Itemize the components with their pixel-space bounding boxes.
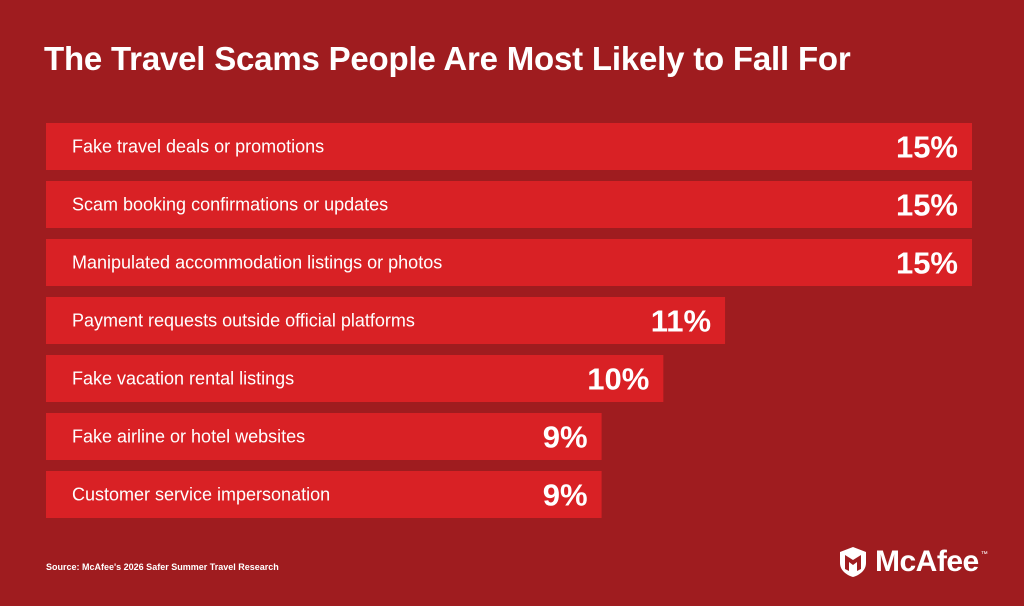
- bar-5: [46, 355, 664, 402]
- value-label-4: 11%: [651, 304, 711, 339]
- chart-title: The Travel Scams People Are Most Likely …: [44, 40, 851, 77]
- category-label-6: Fake airline or hotel websites: [72, 427, 305, 447]
- bar-2: [46, 181, 972, 228]
- value-label-7: 9%: [543, 478, 588, 513]
- category-label-4: Payment requests outside official platfo…: [72, 311, 415, 331]
- category-label-1: Fake travel deals or promotions: [72, 137, 324, 157]
- category-label-3: Manipulated accommodation listings or ph…: [72, 253, 442, 273]
- category-label-7: Customer service impersonation: [72, 485, 330, 505]
- mcafee-shield-m-icon: [840, 547, 866, 577]
- bar-1: [46, 123, 972, 170]
- brand-name: McAfee: [875, 545, 979, 578]
- bar-4: [46, 297, 726, 344]
- bar-3: [46, 239, 972, 286]
- value-label-6: 9%: [543, 420, 588, 455]
- value-label-2: 15%: [896, 188, 958, 223]
- category-label-5: Fake vacation rental listings: [72, 369, 294, 389]
- category-label-2: Scam booking confirmations or updates: [72, 195, 388, 215]
- mcafee-logo: McAfee ™: [838, 545, 988, 579]
- value-label-1: 15%: [896, 130, 958, 165]
- brand-trademark: ™: [980, 551, 988, 558]
- value-label-5: 10%: [587, 362, 649, 397]
- value-label-3: 15%: [896, 246, 958, 281]
- source-note: Source: McAfee's 2026 Safer Summer Trave…: [46, 562, 279, 572]
- bar-7: [46, 471, 602, 518]
- bar-6: [46, 413, 602, 460]
